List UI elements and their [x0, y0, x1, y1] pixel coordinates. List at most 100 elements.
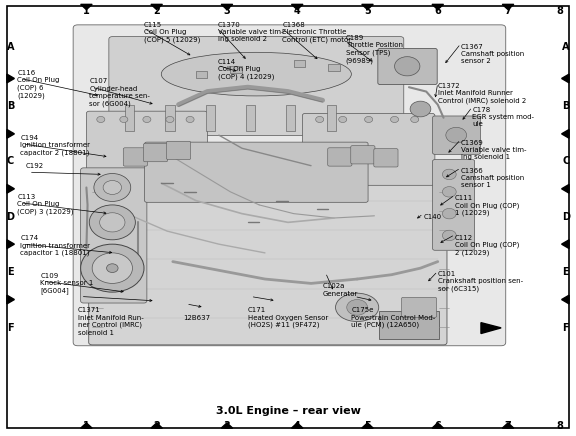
Text: C116
Coil On Plug
(COP) 6
(12029): C116 Coil On Plug (COP) 6 (12029) [17, 70, 60, 99]
Text: 4: 4 [294, 422, 301, 431]
Bar [327, 105, 336, 131]
Text: E: E [562, 267, 569, 276]
Text: A: A [562, 42, 570, 51]
Polygon shape [81, 423, 92, 428]
Circle shape [97, 116, 105, 123]
Text: C: C [7, 157, 14, 166]
Text: C1367
Camshaft position
sensor 2: C1367 Camshaft position sensor 2 [461, 44, 524, 64]
Text: 4: 4 [294, 7, 301, 16]
Text: 1: 1 [83, 422, 90, 431]
FancyBboxPatch shape [378, 48, 437, 85]
Polygon shape [221, 4, 233, 10]
Polygon shape [562, 295, 569, 304]
Text: C102a
Generator: C102a Generator [323, 283, 358, 296]
FancyBboxPatch shape [166, 141, 191, 160]
Circle shape [446, 127, 467, 143]
Circle shape [365, 116, 373, 123]
Polygon shape [562, 129, 569, 138]
Text: C1369
Variable valve tim-
ing solenoid 1: C1369 Variable valve tim- ing solenoid 1 [461, 140, 526, 160]
Text: 1: 1 [83, 7, 90, 16]
Text: D: D [562, 212, 570, 221]
Text: C113
Coil On Plug
(COP) 3 (12029): C113 Coil On Plug (COP) 3 (12029) [17, 194, 74, 215]
FancyBboxPatch shape [123, 148, 147, 166]
Circle shape [442, 208, 456, 219]
FancyBboxPatch shape [145, 142, 368, 202]
Text: 5: 5 [364, 7, 371, 16]
Polygon shape [362, 423, 373, 428]
Polygon shape [502, 4, 514, 10]
Text: C1372
Inlet Manifold Runner
Control (IMRC) solenoid 2: C1372 Inlet Manifold Runner Control (IMR… [438, 83, 526, 104]
Circle shape [442, 187, 456, 197]
Text: C192: C192 [26, 164, 44, 170]
Text: 8: 8 [556, 422, 563, 431]
Circle shape [391, 116, 399, 123]
Text: C175e
Powertrain Control Mod-
ule (PCM) (12A650): C175e Powertrain Control Mod- ule (PCM) … [351, 307, 435, 328]
Circle shape [316, 116, 324, 123]
Bar [246, 105, 255, 131]
Circle shape [339, 116, 347, 123]
Text: 2: 2 [153, 422, 160, 431]
Text: C1371
Inlet Manifold Run-
ner Control (IMRC)
solenoid 1: C1371 Inlet Manifold Run- ner Control (I… [78, 307, 143, 336]
Text: 3: 3 [223, 7, 230, 16]
Polygon shape [481, 323, 501, 334]
FancyBboxPatch shape [89, 183, 447, 345]
Polygon shape [7, 295, 14, 304]
FancyBboxPatch shape [81, 168, 147, 303]
Text: B: B [7, 101, 14, 111]
Bar [125, 105, 134, 131]
Ellipse shape [161, 52, 351, 96]
Text: 3: 3 [223, 422, 230, 431]
Text: C1368
Electronic Throttle
Control (ETC) motor: C1368 Electronic Throttle Control (ETC) … [282, 22, 351, 43]
Polygon shape [432, 423, 444, 428]
Bar [206, 105, 215, 131]
Circle shape [186, 116, 194, 123]
Text: C140: C140 [423, 214, 441, 220]
FancyBboxPatch shape [374, 149, 398, 167]
Polygon shape [432, 4, 444, 10]
Polygon shape [151, 423, 162, 428]
Circle shape [89, 205, 135, 240]
FancyBboxPatch shape [351, 146, 375, 164]
FancyBboxPatch shape [302, 113, 435, 185]
Polygon shape [291, 423, 303, 428]
Text: C189
Throttle Position
Sensor (TPS)
(96989): C189 Throttle Position Sensor (TPS) (969… [346, 35, 403, 64]
Text: F: F [562, 323, 569, 333]
FancyBboxPatch shape [433, 160, 475, 250]
FancyBboxPatch shape [73, 25, 506, 346]
Polygon shape [362, 4, 373, 10]
Text: C114
Coil On Plug
(COP) 4 (12029): C114 Coil On Plug (COP) 4 (12029) [218, 59, 274, 80]
Polygon shape [291, 4, 303, 10]
FancyBboxPatch shape [328, 148, 352, 166]
Circle shape [81, 244, 144, 292]
Bar [196, 71, 207, 78]
FancyBboxPatch shape [401, 297, 437, 317]
Polygon shape [562, 240, 569, 249]
Text: 3.0L Engine – rear view: 3.0L Engine – rear view [215, 406, 361, 416]
Circle shape [410, 101, 431, 117]
Text: 7: 7 [505, 7, 511, 16]
Polygon shape [221, 423, 233, 428]
Polygon shape [502, 423, 514, 428]
Circle shape [395, 57, 420, 76]
Text: C101
Crankshaft position sen-
sor (6C315): C101 Crankshaft position sen- sor (6C315… [438, 271, 523, 292]
Text: C112
Coil On Plug (COP)
2 (12029): C112 Coil On Plug (COP) 2 (12029) [455, 235, 520, 256]
Text: C107
Cylinder-head
temperature sen-
sor (6G004): C107 Cylinder-head temperature sen- sor … [89, 78, 150, 107]
Text: 8: 8 [556, 7, 563, 16]
Text: C178
EGR system mod-
ule: C178 EGR system mod- ule [472, 107, 535, 127]
Text: 12B637: 12B637 [183, 315, 210, 321]
Text: D: D [6, 212, 14, 221]
Text: 2: 2 [153, 7, 160, 16]
Text: E: E [7, 267, 14, 276]
Circle shape [94, 174, 131, 201]
Circle shape [442, 169, 456, 180]
Bar [294, 60, 305, 67]
Text: 5: 5 [364, 422, 371, 431]
Bar [230, 66, 242, 73]
FancyBboxPatch shape [109, 37, 404, 136]
Text: F: F [7, 323, 14, 333]
Text: C: C [562, 157, 569, 166]
Polygon shape [562, 184, 569, 193]
Polygon shape [7, 129, 14, 138]
Ellipse shape [335, 293, 379, 322]
Text: C1370
Variable valve tim-
ing solenoid 2: C1370 Variable valve tim- ing solenoid 2 [218, 22, 283, 42]
